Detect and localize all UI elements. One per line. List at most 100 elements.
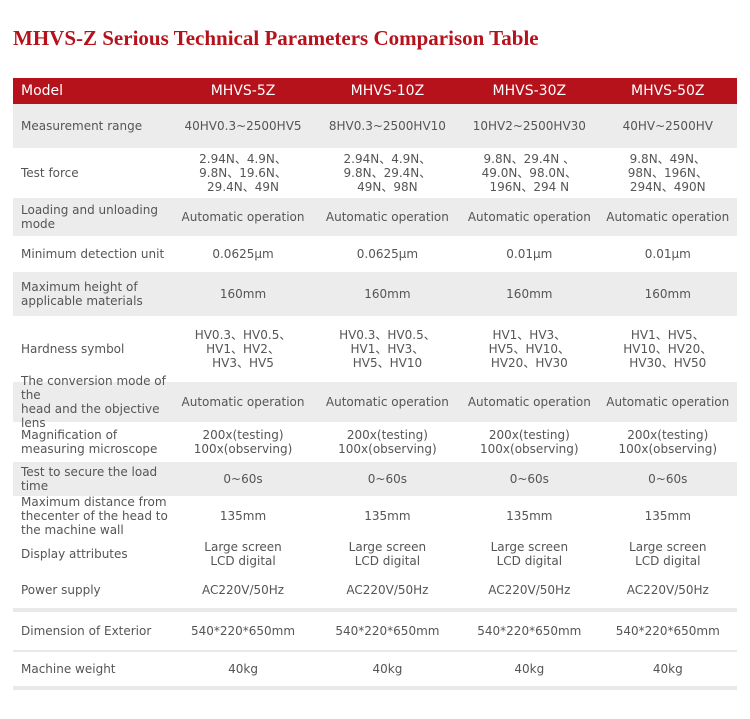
row-label: Dimension of Exterior xyxy=(13,624,171,638)
cell-line: LCD digital xyxy=(210,554,276,568)
value-cell: 540*220*650mm xyxy=(460,624,598,638)
value-cell: 160mm xyxy=(599,287,737,301)
header-cell: MHVS-30Z xyxy=(492,83,567,99)
value-cell: HV1、HV3、 HV5、HV10、 HV20、HV30 xyxy=(460,328,598,370)
cell-line: HV5、HV10、 xyxy=(488,342,570,356)
comparison-table: Model MHVS-5Z MHVS-10Z MHVS-30Z MHVS-50Z… xyxy=(13,78,737,690)
value-cell: Automatic operation xyxy=(599,210,737,224)
cell-line: LCD digital xyxy=(635,554,701,568)
table-row: Test to secure the load time 0~60s 0~60s 0~… xyxy=(13,462,737,496)
value-cell: 0~60s xyxy=(315,472,460,486)
value-cell: Automatic operation xyxy=(460,395,598,409)
cell-line: HV1、HV3、 xyxy=(492,328,567,342)
cell-line: The conversion mode of the xyxy=(21,374,166,402)
value-cell: 135mm xyxy=(315,509,460,523)
row-label: Minimum detection unit xyxy=(13,247,171,261)
cell-line: HV1、HV3、 xyxy=(350,342,425,356)
value-cell: 40kg xyxy=(171,662,314,676)
cell-line: 200x(testing) xyxy=(488,428,570,442)
row-label: Display attributes xyxy=(13,547,171,561)
cell-line: 200x(testing) xyxy=(627,428,709,442)
cell-line: HV10、HV20、 xyxy=(623,342,713,356)
cell-line: 49N、98N xyxy=(357,180,418,194)
cell-line: Display attributes xyxy=(21,547,128,561)
cell-line: 0.0625μm xyxy=(356,247,419,261)
value-cell: 160mm xyxy=(171,287,314,301)
value-cell: 0.0625μm xyxy=(315,247,460,261)
value-cell: 200x(testing) 100x(observing) xyxy=(315,428,460,456)
cell-line: 49.0N、98.0N、 xyxy=(481,166,578,180)
table-row: Measurement range 40HV0.3~2500HV5 8HV0.3~2… xyxy=(13,104,737,148)
value-cell: 40HV~2500HV xyxy=(599,119,737,133)
value-cell: 2.94N、4.9N、 9.8N、19.6N、 29.4N、49N xyxy=(171,152,314,194)
cell-line: Machine weight xyxy=(21,662,116,676)
value-cell: Automatic operation xyxy=(315,210,460,224)
table-header: Model MHVS-5Z MHVS-10Z MHVS-30Z MHVS-50Z xyxy=(13,78,737,104)
header-cell: MHVS-5Z xyxy=(210,83,276,99)
cell-line: 2.94N、4.9N、 xyxy=(199,152,287,166)
cell-line: 135mm xyxy=(364,509,411,523)
table-row: The conversion mode of the head and the o… xyxy=(13,374,737,430)
row-label: The conversion mode of the head and the o… xyxy=(13,374,171,430)
value-cell: 40kg xyxy=(315,662,460,676)
cell-line: 10HV2~2500HV30 xyxy=(472,119,586,133)
value-cell: Automatic operation xyxy=(171,395,314,409)
cell-line: 40kg xyxy=(228,662,258,676)
cell-line: Automatic operation xyxy=(325,395,449,409)
table-row: Magnification of measuring microscope 200x… xyxy=(13,422,737,462)
value-cell: 200x(testing) 100x(observing) xyxy=(460,428,598,456)
cell-line: HV5、HV10 xyxy=(352,356,423,370)
value-cell: 8HV0.3~2500HV10 xyxy=(315,119,460,133)
cell-line: Magnification of xyxy=(21,428,118,442)
value-cell: 0.01μm xyxy=(599,247,737,261)
header-cell: Model xyxy=(21,83,64,99)
page-title: MHVS-Z Serious Technical Parameters Comp… xyxy=(13,26,539,50)
value-cell: Large screen LCD digital xyxy=(599,540,737,568)
cell-line: 100x(observing) xyxy=(618,442,718,456)
cell-line: 0~60s xyxy=(223,472,263,486)
row-label: Test to secure the load time xyxy=(13,465,171,493)
cell-line: 9.8N、49N、 xyxy=(629,152,706,166)
cell-line: 160mm xyxy=(219,287,267,301)
cell-line: 98N、196N、 xyxy=(627,166,708,180)
value-cell: Automatic operation xyxy=(460,210,598,224)
cell-line: 0~60s xyxy=(648,472,688,486)
value-cell: 0~60s xyxy=(460,472,598,486)
cell-line: Automatic operation xyxy=(467,210,591,224)
value-cell: Automatic operation xyxy=(599,395,737,409)
table-row: Test force 2.94N、4.9N、 9.8N、19.6N、 29.4N、49… xyxy=(13,148,737,198)
value-cell: HV0.3、HV0.5、 HV1、HV3、 HV5、HV10 xyxy=(315,328,460,370)
value-cell: Automatic operation xyxy=(171,210,314,224)
value-cell: 0~60s xyxy=(599,472,737,486)
row-label: Machine weight xyxy=(13,662,171,676)
value-cell: 200x(testing) 100x(observing) xyxy=(599,428,737,456)
value-cell: 0~60s xyxy=(171,472,314,486)
cell-line: LCD digital xyxy=(354,554,421,568)
cell-line: LCD digital xyxy=(496,554,563,568)
value-cell: 135mm xyxy=(171,509,314,523)
value-cell: 40kg xyxy=(460,662,598,676)
row-label: Magnification of measuring microscope xyxy=(13,428,171,456)
row-label: Power supply xyxy=(13,583,171,597)
cell-line: 200x(testing) xyxy=(202,428,284,442)
cell-line: Maximum distance from xyxy=(21,495,167,509)
cell-line: 2.94N、4.9N、 xyxy=(343,152,432,166)
cell-line: Large screen xyxy=(490,540,569,554)
value-cell: 0.0625μm xyxy=(171,247,314,261)
cell-line: Large screen xyxy=(348,540,427,554)
cell-line: Test to secure the load time xyxy=(21,465,158,493)
cell-line: 196N、294 N xyxy=(489,180,570,194)
row-label: Maximum height of applicable materials xyxy=(13,280,171,308)
cell-line: Dimension of Exterior xyxy=(21,624,152,638)
cell-line: Automatic operation xyxy=(181,395,305,409)
header-cell: MHVS-10Z xyxy=(350,83,425,99)
cell-line: Minimum detection unit xyxy=(21,247,165,261)
table-row: Hardness symbol HV0.3、HV0.5、 HV1、HV2、 HV3、H… xyxy=(13,316,737,382)
cell-line: 540*220*650mm xyxy=(190,624,296,638)
cell-line: Test force xyxy=(21,166,79,180)
cell-line: 540*220*650mm xyxy=(335,624,440,638)
table-row: Display attributes Large screen LCD digita… xyxy=(13,536,737,572)
cell-line: the machine wall xyxy=(21,523,124,537)
cell-line: 9.8N、19.6N、 xyxy=(199,166,287,180)
cell-line: 540*220*650mm xyxy=(615,624,720,638)
